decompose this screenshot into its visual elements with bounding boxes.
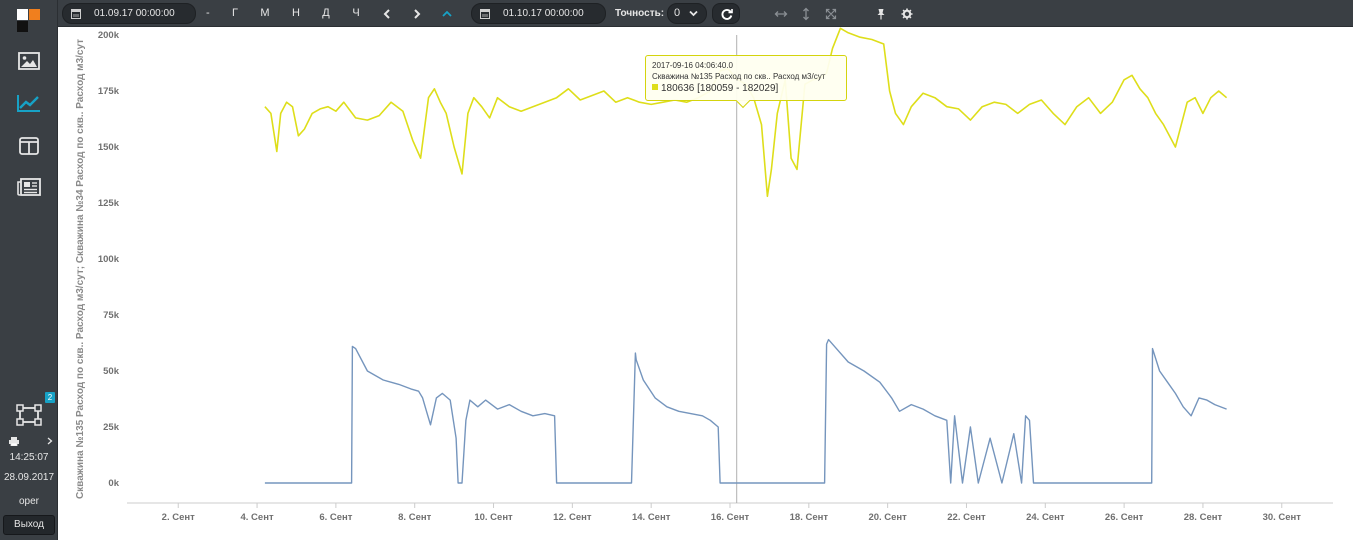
period-hour-button[interactable]: Ч	[352, 7, 360, 19]
x-tick-label: 24. Сент	[1026, 512, 1065, 523]
y-tick-label: 0k	[108, 478, 119, 489]
date-to-value: 01.10.17 00:00:00	[503, 8, 584, 19]
layout-button[interactable]	[14, 133, 44, 159]
x-tick-label: 20. Сент	[868, 512, 907, 523]
collapse-button[interactable]	[433, 0, 461, 27]
tooltip-value: 180636 [180059 - 182029]	[661, 83, 779, 94]
period-month-button[interactable]: М	[260, 7, 270, 19]
chevron-down-icon	[689, 10, 698, 17]
x-tick-label: 18. Сент	[790, 512, 829, 523]
y-tick-label: 200k	[98, 30, 120, 41]
next-period-button[interactable]	[403, 0, 431, 27]
period-year-button[interactable]: Г	[232, 7, 238, 19]
line-chart-icon	[17, 95, 40, 112]
calendar-icon	[480, 9, 490, 19]
fit-all-button[interactable]	[817, 0, 845, 27]
fit-vertical-button[interactable]	[792, 0, 820, 27]
tooltip-timestamp: 2017-09-16 04:06:40.0	[652, 61, 733, 70]
plot-area: 0k 25k 50k 75k 100k 125k 150k 175k 200k 2. Сент 4…	[98, 27, 1333, 523]
printer-icon	[9, 436, 19, 446]
date-from-value: 01.09.17 00:00:00	[94, 8, 175, 19]
y-tick-label: 125k	[98, 198, 120, 209]
range-dash: -	[206, 7, 210, 19]
chart-tooltip: 2017-09-16 04:06:40.0 Скважина №135 Расх…	[645, 55, 847, 109]
arrows-horizontal-icon	[774, 10, 788, 17]
precision-value: 0	[674, 7, 681, 19]
y-tick-label: 150k	[98, 142, 120, 153]
previous-period-button[interactable]	[373, 0, 401, 27]
period-week-button[interactable]: Н	[292, 7, 300, 19]
x-tick-label: 26. Сент	[1105, 512, 1144, 523]
clock-time: 14:25:07	[9, 452, 49, 463]
chevron-right-icon	[47, 437, 53, 445]
gear-icon	[901, 8, 913, 19]
x-tick-label: 10. Сент	[474, 512, 513, 523]
date-from-field[interactable]: 01.09.17 00:00:00	[62, 3, 196, 24]
y-tick-label: 50k	[103, 366, 120, 377]
chevron-right-icon	[414, 8, 421, 19]
newspaper-icon	[17, 178, 41, 196]
x-tick-label: 12. Сент	[553, 512, 592, 523]
x-tick-label: 8. Сент	[398, 512, 431, 523]
x-tick-label: 16. Сент	[711, 512, 750, 523]
columns-icon	[19, 137, 39, 155]
user-name: oper	[18, 496, 39, 507]
expand-button[interactable]	[44, 434, 56, 448]
expand-arrows-icon	[825, 8, 837, 19]
trends-button[interactable]	[14, 90, 44, 116]
clock-date: 28.09.2017	[3, 472, 55, 483]
series-line-well-135	[264, 27, 1228, 198]
objects-count-badge: 2	[45, 392, 55, 403]
toolbar: 01.09.17 00:00:00 - Г М Н Д Ч 01.10.17 0…	[58, 0, 1353, 27]
precision-label: Точность:	[615, 8, 665, 19]
y-axis-label: Скважина №135 Расход по скв.. Расход м3/…	[75, 39, 86, 499]
arrows-vertical-icon	[803, 7, 809, 20]
app-logo	[17, 9, 41, 33]
y-tick-label: 25k	[103, 422, 120, 433]
chevron-left-icon	[383, 8, 390, 19]
y-axis: 0k 25k 50k 75k 100k 125k 150k 175k 200k	[98, 30, 120, 489]
refresh-icon	[721, 8, 733, 20]
y-tick-label: 75k	[103, 310, 120, 321]
x-tick-label: 4. Сент	[241, 512, 274, 523]
series-line-well-34	[264, 338, 1227, 484]
x-tick-label: 14. Сент	[632, 512, 671, 523]
x-tick-label: 2. Сент	[162, 512, 195, 523]
trend-chart[interactable]: 0k 25k 50k 75k 100k 125k 150k 175k 200k 2. Сент 4…	[59, 27, 1353, 540]
print-button[interactable]	[8, 434, 20, 448]
objects-button[interactable]	[14, 402, 44, 428]
reports-button[interactable]	[14, 174, 44, 200]
date-to-field[interactable]: 01.10.17 00:00:00	[471, 3, 606, 24]
y-tick-label: 175k	[98, 86, 120, 97]
pin-button[interactable]	[867, 0, 895, 27]
vector-square-icon	[16, 404, 42, 426]
x-tick-label: 30. Сент	[1263, 512, 1302, 523]
y-tick-label: 100k	[98, 254, 120, 265]
x-tick-label: 28. Сент	[1184, 512, 1223, 523]
fit-horizontal-button[interactable]	[767, 0, 795, 27]
tooltip-series: Скважина №135 Расход по скв.. Расход м3/…	[652, 72, 826, 81]
refresh-button[interactable]	[712, 3, 740, 24]
x-axis: 2. Сент 4. Сент 6. Сент 8. Сент 10. Сент 12. …	[162, 503, 1302, 523]
settings-button[interactable]	[893, 0, 921, 27]
chevron-up-icon	[442, 10, 452, 17]
precision-select[interactable]: 0	[667, 3, 707, 24]
x-tick-label: 6. Сент	[319, 512, 352, 523]
image-icon	[18, 52, 40, 70]
period-day-button[interactable]: Д	[322, 7, 330, 19]
pin-icon	[877, 8, 885, 19]
images-button[interactable]	[14, 48, 44, 74]
logout-button[interactable]: Выход	[3, 515, 55, 535]
x-tick-label: 22. Сент	[947, 512, 986, 523]
tooltip-swatch	[652, 84, 658, 90]
sidebar: 2 14:25:07 28.09.2017 oper Выход	[0, 0, 58, 540]
calendar-icon	[71, 9, 81, 19]
